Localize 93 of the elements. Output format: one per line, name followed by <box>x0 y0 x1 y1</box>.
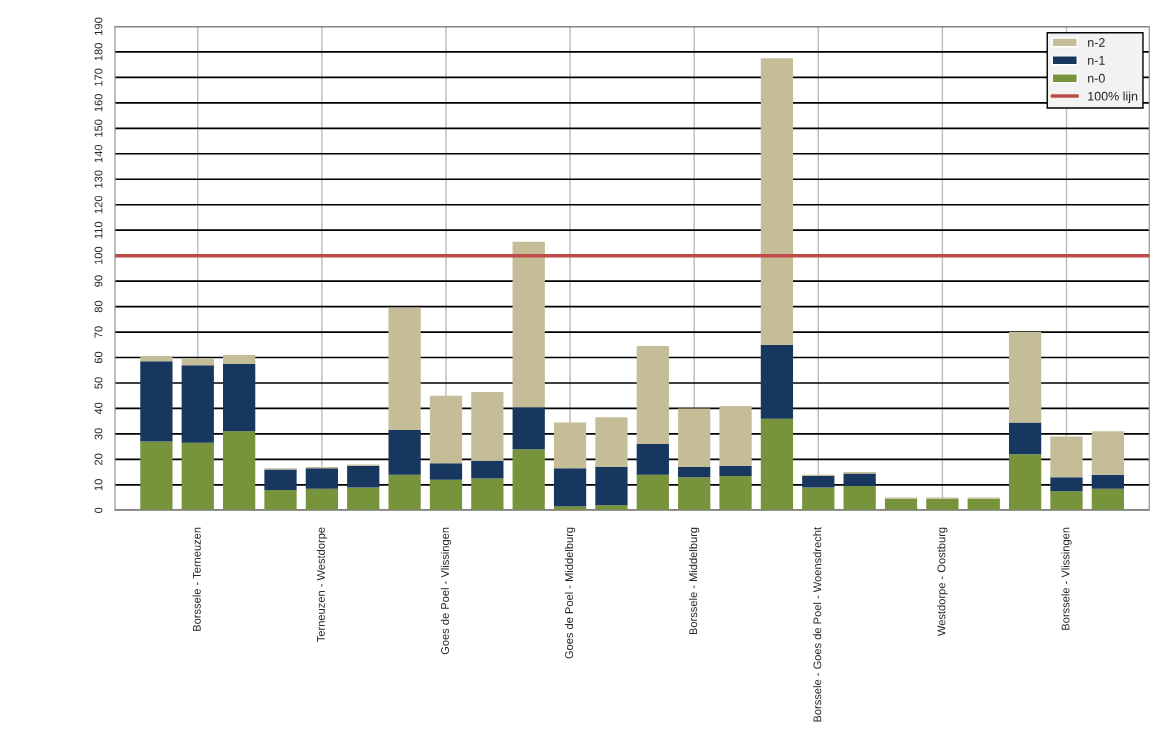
bar <box>264 489 297 511</box>
bar <box>305 468 339 489</box>
bar <box>1008 332 1042 423</box>
y-tick-label: 40 <box>94 402 103 415</box>
bar <box>760 418 794 511</box>
bar <box>595 505 628 511</box>
bar <box>719 405 752 466</box>
bar <box>512 241 545 408</box>
y-tick-label: 30 <box>94 428 103 440</box>
bar <box>1091 474 1124 489</box>
x-tick-label: Borssele - Terneuzen <box>192 527 201 631</box>
bar <box>802 475 835 488</box>
bar <box>553 422 587 469</box>
bar <box>760 58 794 345</box>
bar <box>1091 488 1124 511</box>
x-tick-label: Borssele - Middelburg <box>689 527 700 635</box>
y-tick-label: 90 <box>94 275 103 287</box>
bar <box>347 465 380 488</box>
x-tick-label: Borssele - Goes de Poel - Woensdrecht <box>813 527 822 722</box>
x-tick-label: Terneuzen - Westdorpe <box>316 527 328 642</box>
bar <box>388 474 421 511</box>
bar <box>1050 491 1083 511</box>
bar <box>926 498 959 511</box>
bar <box>884 498 918 511</box>
bar <box>471 391 504 461</box>
y-tick-label: 150 <box>94 119 103 137</box>
bar <box>678 467 711 478</box>
bar <box>181 358 214 366</box>
bar <box>967 498 1000 511</box>
legend-label: n-1 <box>1088 56 1105 65</box>
bar <box>512 449 545 511</box>
y-tick-label: 170 <box>94 68 103 86</box>
bar <box>636 346 669 445</box>
bar <box>429 395 463 464</box>
bar <box>140 356 173 362</box>
legend-label: n-2 <box>1088 38 1105 47</box>
bar <box>512 407 545 450</box>
bar <box>843 486 876 511</box>
bar <box>678 477 711 511</box>
bar <box>223 431 256 511</box>
x-tick-label: Goes de Poel - Vlissingen <box>440 527 452 655</box>
y-tick-label: 60 <box>94 351 103 364</box>
bar <box>595 467 628 506</box>
bar <box>223 363 256 432</box>
bar <box>843 473 876 487</box>
bar <box>678 408 711 468</box>
bar <box>1091 431 1124 475</box>
bar <box>140 361 173 442</box>
bar <box>1008 454 1042 511</box>
bar <box>181 442 214 511</box>
bar <box>1050 477 1083 492</box>
y-tick-label: 130 <box>94 170 103 188</box>
bar <box>1008 422 1042 455</box>
bar <box>471 460 504 479</box>
y-tick-label: 100 <box>94 246 103 265</box>
y-tick-label: 160 <box>94 94 103 112</box>
y-tick-label: 70 <box>94 326 103 338</box>
y-tick-label: 110 <box>94 221 103 239</box>
bar <box>1050 436 1083 478</box>
bar <box>802 487 835 511</box>
bar <box>388 307 421 431</box>
bar <box>264 469 297 490</box>
y-tick-label: 190 <box>94 17 103 35</box>
bar <box>595 417 628 468</box>
legend-label: n-0 <box>1088 73 1105 83</box>
bar <box>719 475 752 511</box>
x-tick-label: Westdorpe - Oostburg <box>937 527 948 637</box>
y-tick-label: 10 <box>94 479 103 491</box>
bar <box>553 468 587 507</box>
legend-label: 100% lijn <box>1088 91 1138 104</box>
bar <box>140 441 173 511</box>
y-tick-label: 80 <box>94 300 103 313</box>
bar <box>429 463 463 480</box>
x-tick-label: Borssele - Vlissingen <box>1061 527 1072 630</box>
bar <box>471 478 504 511</box>
y-tick-label: 20 <box>94 453 103 465</box>
bar <box>429 479 463 511</box>
bar <box>305 488 339 511</box>
bar <box>719 465 752 476</box>
bar <box>553 506 587 511</box>
bar <box>181 365 214 443</box>
y-tick-label: 120 <box>94 195 103 214</box>
bar <box>223 354 256 364</box>
bar <box>636 444 669 475</box>
bar <box>636 474 669 511</box>
y-tick-label: 50 <box>94 377 103 389</box>
x-tick-label: Goes de Poel - Middelburg <box>564 527 576 659</box>
y-tick-label: 140 <box>94 144 103 163</box>
bar <box>388 430 421 475</box>
bar <box>347 487 380 511</box>
y-tick-label: 180 <box>94 43 103 61</box>
bar <box>760 344 794 419</box>
y-tick-label: 0 <box>94 507 103 513</box>
